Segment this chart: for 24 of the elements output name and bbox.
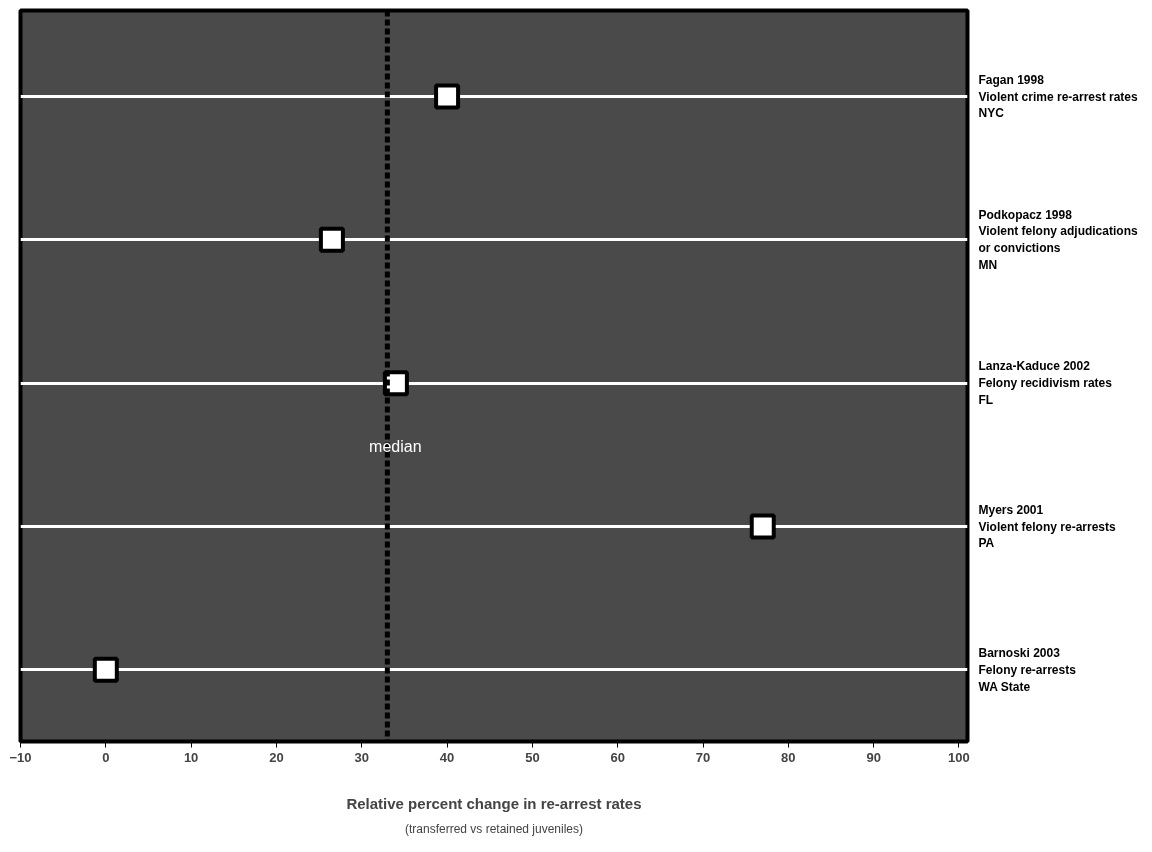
x-tick-label: 0 — [102, 749, 110, 765]
x-tick-label: 100 — [948, 749, 970, 765]
x-tick-label: 10 — [183, 749, 199, 765]
y-tick-label: Myers 2001 Violent felony re-arrests PA — [978, 502, 1116, 551]
x-axis-title: Relative percent change in re-arrest rates — [346, 794, 642, 812]
x-tick-label: 50 — [525, 749, 540, 765]
x-tick-label: 70 — [695, 749, 711, 765]
x-tick-label: 40 — [439, 749, 455, 765]
x-tick-label: 20 — [269, 749, 284, 765]
y-tick-label: Barnoski 2003 Felony re-arrests WA State — [978, 646, 1077, 694]
point — [318, 226, 345, 253]
point — [434, 83, 461, 110]
text: (transferred vs retained juveniles) — [404, 821, 584, 836]
y-tick-label: Lanza-Kaduce 2002 Felony recidivism rates FL — [978, 359, 1113, 407]
x-tick-label: 80 — [781, 749, 796, 765]
point — [92, 656, 119, 683]
x-tick-label: −10 — [9, 749, 32, 765]
point — [749, 513, 776, 540]
x-tick-label: 90 — [866, 749, 881, 765]
ref-line-label: median — [369, 437, 422, 455]
y-tick-label: Fagan 1998 Violent crime re-arrest rates NYC — [978, 72, 1139, 121]
x-tick-label: 60 — [610, 749, 625, 765]
x-tick-label: 30 — [354, 749, 369, 765]
y-tick-label: Podkopacz 1998 Violent felony adjudications or convictions MN — [978, 207, 1138, 273]
